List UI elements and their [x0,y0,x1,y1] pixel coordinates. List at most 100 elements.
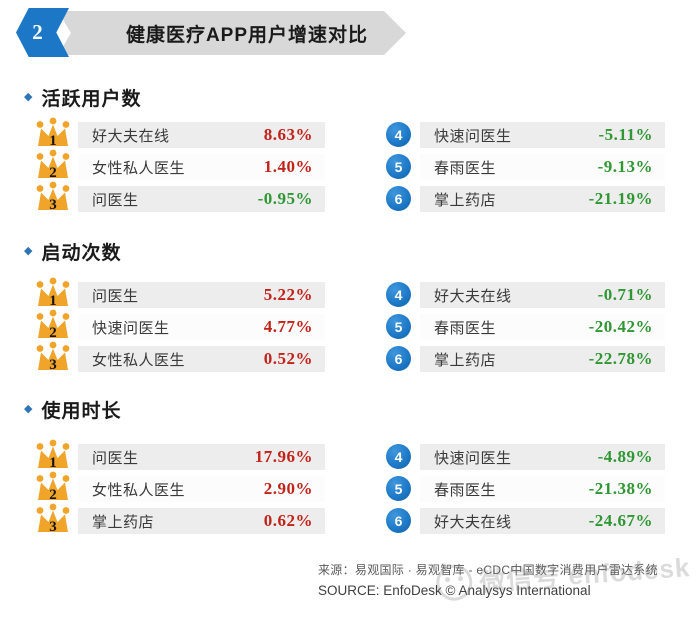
section1-top-rankings: 1 好大夫在线 8.63% 2 女性私人医生 1.40% 3 问医生 -0.9 [33,117,325,218]
growth-value: -22.78% [588,349,653,368]
rank-number: 2 [49,325,57,341]
growth-value: 2.90% [263,479,313,498]
rank-circle-badge: 5 [386,476,411,501]
growth-value: -4.89% [597,447,653,466]
app-name: 好大夫在线 [92,127,170,145]
growth-value: 5.22% [263,285,313,304]
rank-number: 1 [49,133,57,149]
app-name: 春雨医生 [434,319,497,337]
row-bar: 问医生 5.22% [78,282,325,308]
diamond-bullet-icon: ◆ [24,245,33,257]
ranking-row: 5 春雨医生 -21.38% [386,476,665,502]
row-bar: 快速问医生 4.77% [78,314,325,340]
row-bar: 问医生 17.96% [78,444,325,470]
rank-number: 2 [49,487,57,503]
rank-circle-badge: 5 [386,154,411,179]
row-bar: 快速问医生 -4.89% [420,444,665,470]
rank-circle-badge: 4 [386,122,411,147]
app-name: 春雨医生 [434,159,497,177]
ranking-row: 4 快速问医生 -5.11% [386,122,665,148]
section-number-badge: 2 [16,8,69,57]
growth-value: -5.11% [598,125,653,144]
app-name: 女性私人医生 [92,351,186,369]
ranking-row: 6 掌上药店 -21.19% [386,186,665,212]
ranking-row: 3 问医生 -0.95% [33,181,325,213]
section2-top-rankings: 1 问医生 5.22% 2 快速问医生 4.77% 3 女性私人医生 0.52 [33,277,325,378]
growth-value: -21.38% [588,479,653,498]
ranking-row: 5 春雨医生 -9.13% [386,154,665,180]
row-bar: 好大夫在线 8.63% [78,122,325,148]
app-name: 问医生 [92,287,139,305]
source-line-chinese: 来源：易观国际 · 易观智库 - eCDC中国数字消费用户雷达系统 [318,563,658,577]
rank-number: 3 [49,519,57,535]
ranking-row: 4 快速问医生 -4.89% [386,444,665,470]
row-bar: 掌上药店 0.62% [78,508,325,534]
row-bar: 掌上药店 -21.19% [420,186,665,212]
growth-value: -0.71% [597,285,653,304]
app-name: 快速问医生 [92,319,170,337]
crown-rank-icon: 1 [33,277,73,310]
section-header-launch-count: ◆ 启动次数 [24,238,121,265]
ranking-row: 1 好大夫在线 8.63% [33,117,325,149]
rank-circle-badge: 6 [386,346,411,371]
row-bar: 问医生 -0.95% [78,186,325,212]
section-title: 活跃用户数 [41,89,142,110]
crown-rank-icon: 1 [33,117,73,150]
app-name: 女性私人医生 [92,159,186,177]
ranking-row: 2 女性私人医生 2.90% [33,471,325,503]
rank-number: 1 [49,293,57,309]
app-name: 女性私人医生 [92,481,186,499]
app-name: 好大夫在线 [434,513,512,531]
diamond-bullet-icon: ◆ [24,91,33,103]
ranking-row: 2 快速问医生 4.77% [33,309,325,341]
growth-value: 0.52% [263,349,313,368]
crown-rank-icon: 2 [33,471,73,504]
section3-top-rankings: 1 问医生 17.96% 2 女性私人医生 2.90% 3 掌上药店 0.62 [33,439,325,540]
app-name: 掌上药店 [434,191,497,209]
growth-value: -0.95% [257,189,313,208]
crown-rank-icon: 3 [33,503,73,536]
growth-value: 17.96% [254,447,313,466]
row-bar: 掌上药店 -22.78% [420,346,665,372]
rank-circle-badge: 6 [386,186,411,211]
section-header-active-users: ◆ 活跃用户数 [24,84,141,111]
section2-bottom-rankings: 4 好大夫在线 -0.71% 5 春雨医生 -20.42% 6 掌上药店 -22… [386,282,665,378]
rank-number: 1 [49,455,57,471]
app-name: 快速问医生 [434,127,512,145]
ranking-row: 6 好大夫在线 -24.67% [386,508,665,534]
row-bar: 春雨医生 -20.42% [420,314,665,340]
growth-value: -24.67% [588,511,653,530]
app-name: 掌上药店 [92,513,155,531]
crown-rank-icon: 2 [33,309,73,342]
app-name: 问医生 [92,449,139,467]
section-header-usage-duration: ◆ 使用时长 [24,396,121,423]
app-name: 春雨医生 [434,481,497,499]
ranking-row: 2 女性私人医生 1.40% [33,149,325,181]
row-bar: 快速问医生 -5.11% [420,122,665,148]
rank-circle-badge: 4 [386,444,411,469]
row-bar: 春雨医生 -9.13% [420,154,665,180]
rank-number: 3 [49,197,57,213]
growth-value: 0.62% [263,511,313,530]
ranking-row: 4 好大夫在线 -0.71% [386,282,665,308]
rank-circle-badge: 6 [386,508,411,533]
page-title: 健康医疗APP用户增速对比 [125,24,369,46]
row-bar: 好大夫在线 -24.67% [420,508,665,534]
app-name: 掌上药店 [434,351,497,369]
growth-value: -21.19% [588,189,653,208]
app-name: 好大夫在线 [434,287,512,305]
rank-circle-badge: 4 [386,282,411,307]
crown-rank-icon: 2 [33,149,73,182]
row-bar: 女性私人医生 0.52% [78,346,325,372]
ranking-row: 5 春雨医生 -20.42% [386,314,665,340]
row-bar: 女性私人医生 1.40% [78,154,325,180]
section-title: 启动次数 [41,243,122,264]
crown-rank-icon: 3 [33,181,73,214]
ranking-row: 1 问医生 5.22% [33,277,325,309]
growth-value: 4.77% [263,317,313,336]
row-bar: 好大夫在线 -0.71% [420,282,665,308]
section1-bottom-rankings: 4 快速问医生 -5.11% 5 春雨医生 -9.13% 6 掌上药店 -21.… [386,122,665,218]
row-bar: 春雨医生 -21.38% [420,476,665,502]
app-name: 问医生 [92,191,139,209]
